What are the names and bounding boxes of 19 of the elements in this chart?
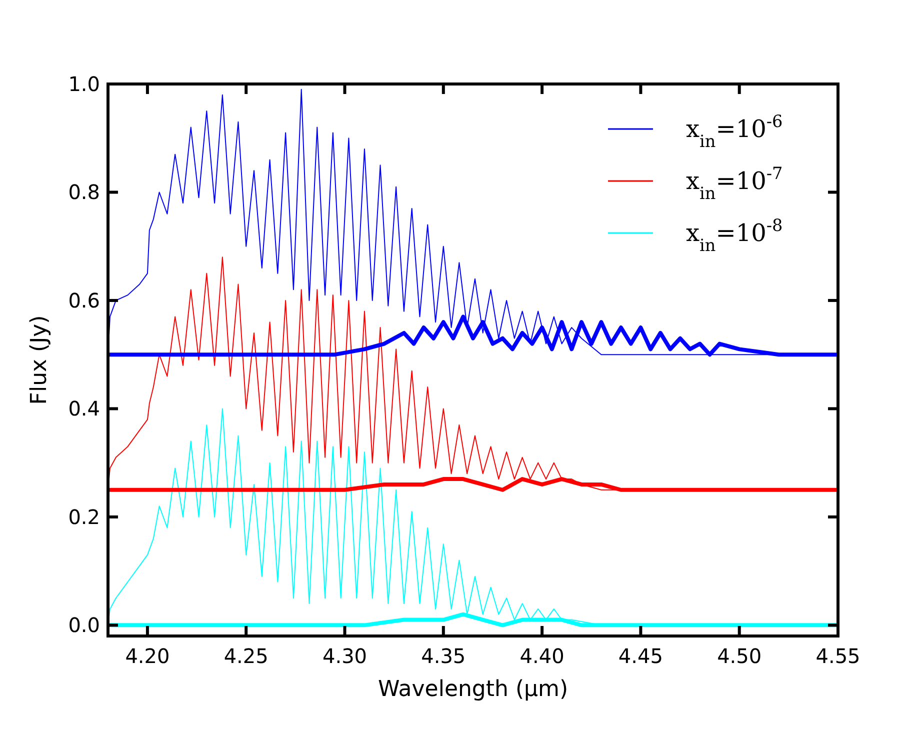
y-tick-label: 0.0 <box>68 613 100 638</box>
legend-label: x$_{in}$=10$^{-7}$ <box>686 163 783 203</box>
y-tick-label: 0.6 <box>68 288 100 312</box>
x-tick-label: 4.30 <box>322 644 368 668</box>
legend-label: x$_{in}$=10$^{-6}$ <box>686 111 783 151</box>
x-tick-label: 4.50 <box>717 644 762 668</box>
y-tick-label: 0.2 <box>68 504 100 529</box>
y-tick-label: 1.0 <box>68 72 100 96</box>
x-tick-label: 4.45 <box>618 644 663 668</box>
x-tick-label: 4.40 <box>520 644 564 668</box>
x-tick-label: 4.25 <box>224 644 268 668</box>
x-axis-title: Wavelength (μm) <box>378 677 568 702</box>
legend-label: x$_{in}$=10$^{-8}$ <box>686 215 783 255</box>
y-tick-label: 0.8 <box>68 180 100 204</box>
y-axis-title: Flux (Jy) <box>27 315 52 405</box>
x-tick-label: 4.55 <box>816 644 860 668</box>
y-tick-label: 0.4 <box>68 396 100 421</box>
x-tick-label: 4.20 <box>125 644 170 668</box>
x-tick-label: 4.35 <box>421 644 466 668</box>
